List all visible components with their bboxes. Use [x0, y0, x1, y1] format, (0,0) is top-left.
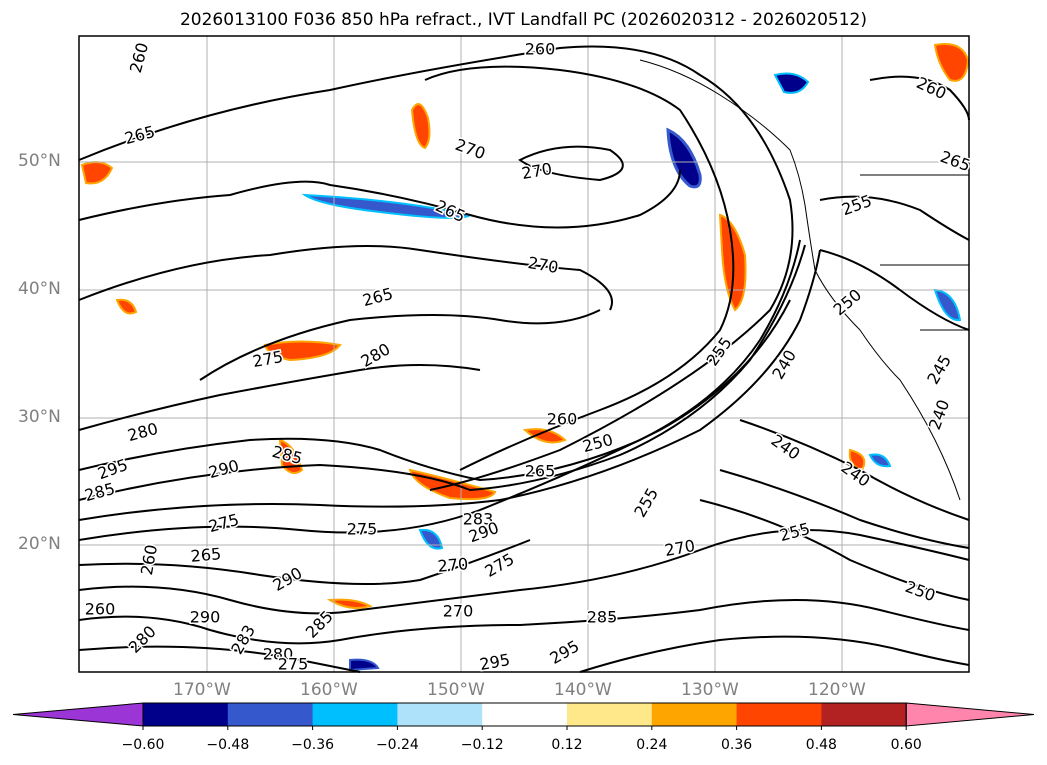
colorbar-tick-label: −0.36	[291, 737, 335, 753]
colorbar-segment	[482, 703, 568, 726]
shade-negative	[666, 127, 702, 189]
contour-label: 260	[547, 410, 578, 429]
longitude-label: 160°W	[300, 680, 358, 700]
contour-label: 270	[437, 554, 469, 576]
shade-positive	[326, 598, 373, 609]
colorbar-tick-label: −0.48	[206, 737, 250, 753]
colorbar-segment	[651, 703, 738, 726]
coastline	[639, 59, 969, 501]
longitude-label: 150°W	[427, 680, 485, 700]
shade-negative	[933, 288, 962, 322]
contour-label: 280	[263, 645, 294, 664]
latitude-label: 50°N	[18, 151, 61, 171]
contour-label: 290	[190, 608, 221, 627]
shade-negative	[773, 72, 810, 94]
contour-label: 270	[443, 602, 474, 621]
colorbar-segment	[567, 703, 653, 726]
shade-positive	[115, 298, 138, 315]
colorbar-tick-label: 0.36	[721, 737, 753, 753]
colorbar-extend-min	[12, 702, 144, 727]
colorbar-extend-max	[905, 702, 1035, 727]
shade-positive	[278, 438, 304, 475]
shade-positive	[263, 340, 342, 362]
colorbar-tick-label: −0.24	[375, 737, 419, 753]
plot-frame	[78, 35, 970, 673]
colorbar-segment	[312, 703, 398, 726]
ivt-contours	[78, 45, 970, 673]
shade-negative	[301, 193, 473, 219]
contour-label: 260	[85, 600, 116, 619]
shade-positive	[410, 103, 431, 150]
contour-label: 260	[525, 40, 556, 59]
contour-label: 285	[587, 608, 618, 627]
shade-negative	[868, 453, 892, 468]
colorbar-tick-label: 0.24	[636, 737, 668, 753]
contour-label: 275	[347, 520, 378, 539]
longitude-label: 120°W	[808, 680, 866, 700]
contour-label: 275	[278, 655, 309, 674]
colorbar-segment	[227, 703, 314, 726]
colorbar-frame	[142, 702, 907, 727]
map-title: 2026013100 F036 850 hPa refract., IVT La…	[179, 10, 867, 30]
colorbar-segment	[143, 703, 229, 726]
shade-positive	[848, 448, 866, 472]
shade-negative	[418, 528, 444, 550]
colorbar-segment	[397, 703, 483, 726]
contour-label: 265	[525, 462, 556, 481]
shade-positive	[933, 43, 970, 82]
colorbar-tick-label: 0.12	[551, 737, 583, 753]
latitude-label: 40°N	[18, 279, 61, 299]
longitude-label: 140°W	[554, 680, 612, 700]
latitude-label: 30°N	[18, 407, 61, 427]
refractivity-shading	[80, 43, 970, 672]
shade-positive	[522, 428, 567, 444]
colorbar-tick-label: 0.48	[805, 737, 837, 753]
colorbar-tick-label: 0.60	[890, 737, 922, 753]
contour-label: 265	[190, 544, 222, 566]
longitude-label: 130°W	[681, 680, 739, 700]
latitude-label: 20°N	[18, 534, 61, 554]
plot-area	[79, 36, 969, 672]
colorbar	[12, 702, 1035, 730]
colorbar-segment	[736, 703, 822, 726]
longitude-label: 170°W	[173, 680, 231, 700]
shade-negative	[349, 658, 380, 672]
colorbar-segment	[821, 703, 907, 726]
colorbar-tick-label: −0.60	[121, 737, 165, 753]
colorbar-tick-label: −0.12	[460, 737, 504, 753]
contour-label: 283	[463, 510, 494, 529]
